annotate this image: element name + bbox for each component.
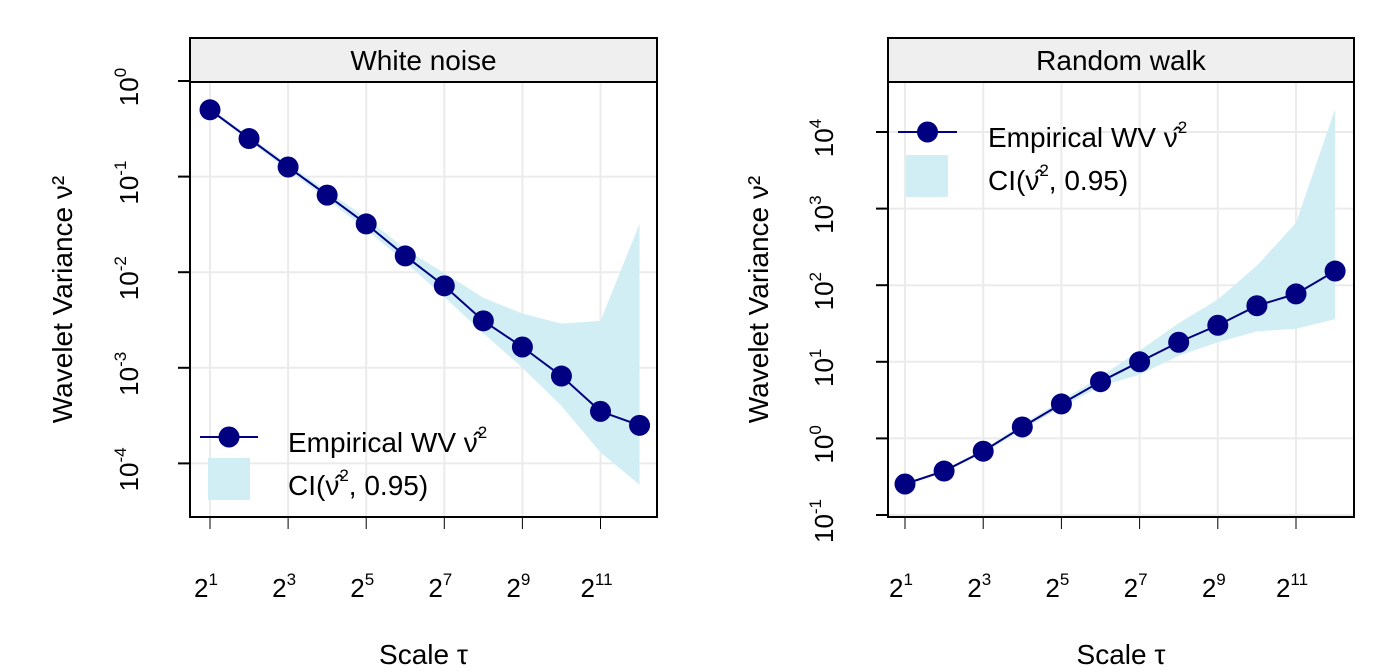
empirical-wv-point xyxy=(355,213,377,235)
y-tick-label-group: 104 xyxy=(806,119,839,157)
y-tick-label-group: 10-2 xyxy=(111,256,144,300)
empirical-wv-point xyxy=(550,365,572,387)
legend-band-swatch xyxy=(208,458,250,500)
x-tick-label: 29 xyxy=(1202,570,1226,603)
x-axis-label: Scale τ xyxy=(1077,639,1166,670)
legend-label-ci: CI(ν̂2, 0.95) xyxy=(988,161,1128,196)
empirical-wv-point xyxy=(1285,283,1307,305)
panel-title: White noise xyxy=(350,45,496,76)
empirical-wv-point xyxy=(933,460,955,482)
x-tick-label: 23 xyxy=(272,570,296,603)
y-tick-label: 100 xyxy=(111,68,144,106)
panel-random-walk: Random walk 21 23 25 27 29 211 10-1 100 101 102 103… xyxy=(743,37,1355,670)
empirical-wv-point xyxy=(1129,351,1151,373)
x-tick-label: 23 xyxy=(967,570,991,603)
y-tick-label-group: 10-1 xyxy=(806,499,839,543)
panel-strip xyxy=(887,37,1355,83)
y-tick-label-group: 101 xyxy=(806,349,839,387)
x-tick-label: 27 xyxy=(1124,570,1148,603)
y-axis-label: Wavelet Variance ν² xyxy=(743,176,774,423)
x-tick-label: 27 xyxy=(428,570,452,603)
empirical-wv-point xyxy=(894,473,916,495)
x-tick-label: 211 xyxy=(1276,570,1308,603)
panel-title: Random walk xyxy=(1036,45,1207,76)
legend: Empirical WV ν̂2 CI(ν̂2, 0.95) xyxy=(200,423,487,501)
y-tick-label: 103 xyxy=(806,195,839,233)
empirical-wv-point xyxy=(1168,331,1190,353)
x-tick-label: 21 xyxy=(889,570,913,603)
empirical-wv-point xyxy=(394,245,416,267)
x-tick-label: 29 xyxy=(506,570,530,603)
plot-frame xyxy=(887,81,1355,518)
y-tick-label: 10-1 xyxy=(806,499,839,543)
legend-label-empirical: Empirical WV ν̂2 xyxy=(288,423,487,458)
y-tick-label: 10-4 xyxy=(111,447,144,491)
y-axis-label-group: Wavelet Variance ν² xyxy=(47,176,78,423)
x-tick-label: 21 xyxy=(194,570,218,603)
empirical-wv-point xyxy=(629,414,651,436)
plot-frame xyxy=(189,81,658,518)
empirical-wv-point xyxy=(1246,295,1268,317)
empirical-wv-point xyxy=(316,184,338,206)
empirical-wv-point xyxy=(1090,371,1111,393)
y-tick-label: 100 xyxy=(806,425,839,463)
y-tick-label-group: 100 xyxy=(806,425,839,463)
empirical-wv-point xyxy=(590,400,611,422)
y-tick-label: 102 xyxy=(806,272,839,310)
empirical-wv-point xyxy=(277,156,299,178)
x-tick-label: 25 xyxy=(350,570,374,603)
legend-label-empirical: Empirical WV ν̂2 xyxy=(988,118,1187,153)
y-tick-label: 10-3 xyxy=(111,352,144,396)
empirical-wv-point xyxy=(972,440,994,462)
legend: Empirical WV ν̂2 CI(ν̂2, 0.95) xyxy=(898,118,1187,197)
y-tick-label-group: 102 xyxy=(806,272,839,310)
empirical-wv-point xyxy=(238,128,260,150)
empirical-wv-point xyxy=(199,99,221,121)
legend-band-swatch xyxy=(906,155,948,197)
y-axis-label: Wavelet Variance ν² xyxy=(47,176,78,423)
y-tick-label-group: 10-1 xyxy=(111,161,144,205)
legend-point-swatch xyxy=(917,121,938,143)
y-tick-label-group: 10-4 xyxy=(111,447,144,491)
y-tick-label-group: 10-3 xyxy=(111,352,144,396)
ci-band xyxy=(905,108,1336,486)
y-axis-label-group: Wavelet Variance ν² xyxy=(743,176,774,423)
y-tick-label: 101 xyxy=(806,349,839,387)
empirical-wv-point xyxy=(1011,416,1033,438)
x-axis-label: Scale τ xyxy=(379,639,468,670)
empirical-wv-point xyxy=(1324,260,1346,282)
empirical-wv-point xyxy=(1050,393,1072,415)
empirical-wv-point xyxy=(433,275,455,297)
legend-point-swatch xyxy=(218,426,240,448)
empirical-wv-point xyxy=(472,310,494,332)
x-tick-label: 211 xyxy=(580,570,612,603)
x-tick-label: 25 xyxy=(1045,570,1069,603)
y-tick-label-group: 100 xyxy=(111,68,144,106)
ci-band xyxy=(210,108,640,485)
empirical-wv-point xyxy=(511,336,533,358)
y-tick-label-group: 103 xyxy=(806,195,839,233)
y-tick-label: 104 xyxy=(806,119,839,157)
y-tick-label: 10-1 xyxy=(111,161,144,205)
legend-label-ci: CI(ν̂2, 0.95) xyxy=(288,466,428,501)
panel-white-noise: White noise 21 23 25 27 29 211 100 10-1 10-2 10-3 1… xyxy=(47,37,658,670)
y-tick-label: 10-2 xyxy=(111,256,144,300)
empirical-wv-point xyxy=(1207,314,1229,336)
